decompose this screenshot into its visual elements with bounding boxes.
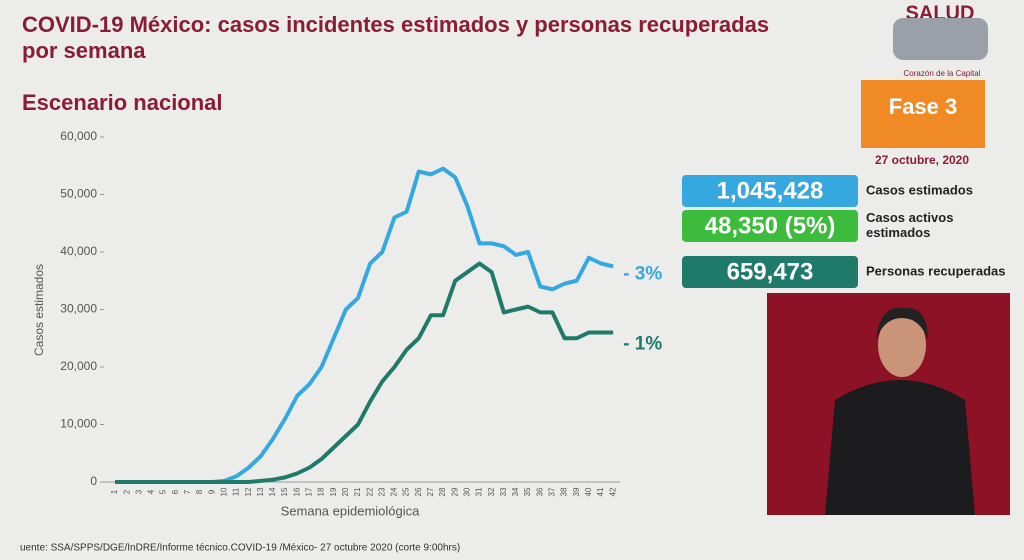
stat-box	[682, 256, 858, 288]
line-series	[115, 166, 614, 484]
stat-box	[682, 210, 858, 242]
x-tick-label: 35	[523, 487, 532, 496]
x-tick-label: 10	[219, 487, 228, 496]
x-tick-label: 32	[487, 487, 496, 496]
x-tick-label: 11	[232, 487, 241, 496]
annotation: - 1%	[623, 334, 662, 355]
interpreter-hair	[876, 307, 928, 340]
x-tick-label: 8	[195, 489, 204, 494]
x-tick-label: 3	[134, 489, 143, 494]
y-tick-label: 0	[90, 474, 97, 488]
x-tick-label: 29	[450, 487, 459, 496]
x-tick-label: 21	[353, 487, 362, 496]
chart-title: COVID-19 México: casos incidentes estima…	[22, 12, 769, 63]
x-tick-label: 17	[305, 487, 314, 496]
x-tick-label: 9	[207, 489, 216, 494]
x-tick-label: 36	[535, 487, 544, 496]
interpreter-body	[825, 380, 975, 515]
chart-subtitle: Escenario nacional	[22, 90, 223, 115]
stat-label: Casos estimados	[866, 182, 973, 197]
annotation: - 3%	[623, 263, 662, 284]
y-tick-label: 10,000	[60, 417, 97, 431]
x-tick-label: 1	[110, 489, 119, 494]
x-tick-label: 5	[159, 489, 168, 494]
x-tick-label: 22	[365, 487, 374, 496]
x-tick-label: 19	[329, 487, 338, 496]
x-tick-label: 14	[268, 487, 277, 496]
x-tick-label: 12	[244, 487, 253, 496]
source: uente: SSA/SPPS/DGE/InDRE/Informe técnic…	[20, 543, 460, 554]
stat-value: 1,045,428	[717, 177, 824, 204]
x-tick-label: 23	[377, 487, 386, 496]
x-tick-label: 41	[596, 487, 605, 496]
stat-box	[682, 175, 858, 207]
x-tick-label: 18	[317, 487, 326, 496]
stat-value: 48,350 (5%)	[705, 212, 836, 239]
y-tick-label: 20,000	[60, 359, 97, 373]
x-tick-label: 28	[438, 487, 447, 496]
line-series	[115, 261, 614, 484]
x-tick-label: 31	[475, 487, 484, 496]
stat-value: 659,473	[727, 258, 814, 285]
x-tick-label: 2	[122, 489, 131, 494]
x-tick-label: 34	[511, 487, 520, 496]
x-tick-label: 7	[183, 489, 192, 494]
x-tick-label: 13	[256, 487, 265, 496]
x-axis-label: Semana epidemiológica	[281, 503, 421, 518]
y-tick-label: 60,000	[60, 129, 97, 143]
x-tick-label: 39	[572, 487, 581, 496]
x-tick-label: 6	[171, 489, 180, 494]
phase: Fase 3	[889, 94, 958, 119]
y-tick-label: 30,000	[60, 302, 97, 316]
y-tick-label: 50,000	[60, 187, 97, 201]
x-tick-label: 24	[390, 487, 399, 496]
x-tick-label: 30	[462, 487, 471, 496]
x-tick-label: 40	[584, 487, 593, 496]
x-tick-label: 16	[292, 487, 301, 496]
x-tick-label: 27	[426, 487, 435, 496]
x-tick-label: 42	[608, 487, 617, 496]
interpreter-head	[878, 313, 926, 377]
date: 27 octubre, 2020	[875, 153, 969, 167]
x-tick-label: 26	[414, 487, 423, 496]
stat-label: Casos activos estimados	[866, 210, 953, 240]
phase-box	[861, 80, 985, 148]
slogan: Corazón de la Capital	[904, 69, 981, 78]
x-tick-label: 4	[147, 489, 156, 494]
x-tick-label: 38	[560, 487, 569, 496]
y-axis-label: Casos estimados	[32, 264, 46, 356]
x-tick-label: 33	[499, 487, 508, 496]
x-tick-label: 20	[341, 487, 350, 496]
y-tick-label: 40,000	[60, 244, 97, 258]
logo-badge	[893, 18, 988, 60]
x-tick-label: 25	[402, 487, 411, 496]
x-tick-label: 15	[280, 487, 289, 496]
stat-label: Personas recuperadas	[866, 263, 1005, 278]
x-tick-label: 37	[548, 487, 557, 496]
